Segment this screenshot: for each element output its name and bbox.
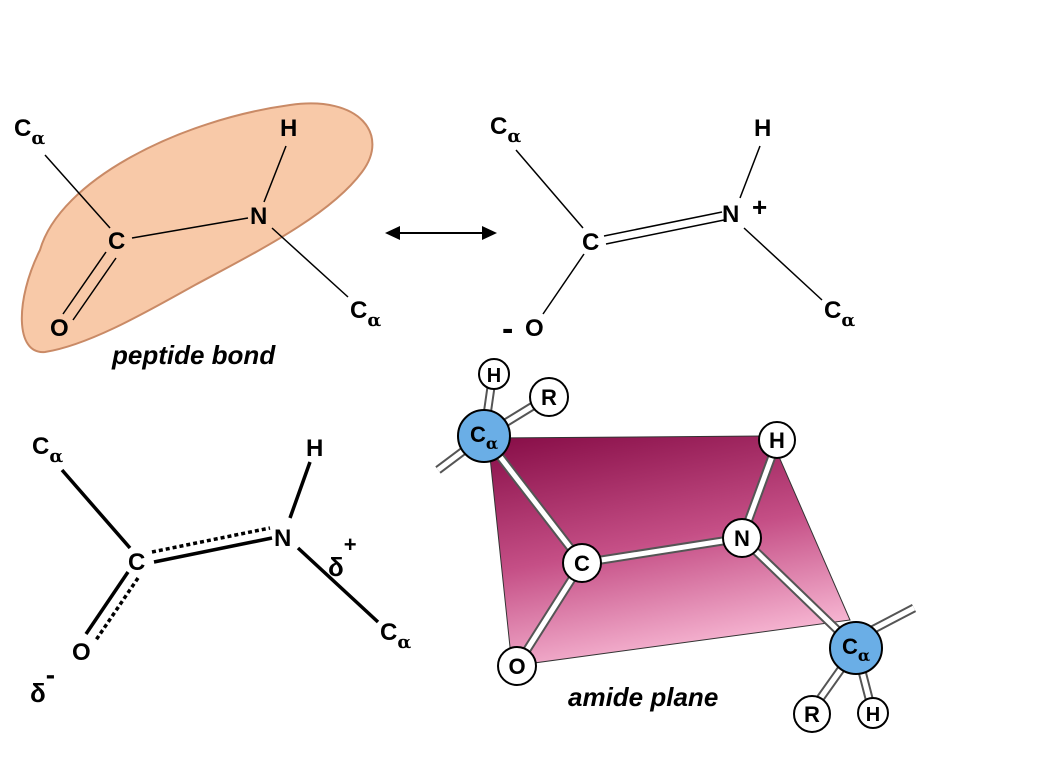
bond-c-o-dashed: [94, 577, 140, 641]
bond-n-h-2: [739, 145, 761, 199]
peptide-bond-region: [20, 102, 374, 354]
svg-text:H: H: [487, 365, 501, 387]
atom-calpha-right-3: Cα: [380, 619, 411, 653]
atom-o-3: O: [72, 639, 91, 666]
peptide-bond-caption: peptide bond: [111, 340, 276, 370]
partial-charge-panel: Cα H C N δ+ O δ- Cα: [30, 433, 411, 708]
bond-calpha-c-2: [515, 149, 584, 229]
amide-plane-panel: H R Cα H N C O Cα: [435, 358, 917, 733]
atom-o-2: O: [525, 315, 544, 342]
svg-text:Cα: Cα: [842, 634, 870, 665]
ball-r-top: R: [529, 377, 569, 417]
atom-calpha-right-2: Cα: [824, 297, 855, 331]
svg-text:C: C: [574, 551, 590, 576]
ball-h-bottom: H: [857, 697, 889, 729]
bond-c-n-double-1: [603, 211, 723, 237]
ball-o: O: [497, 646, 537, 686]
atom-h-2: H: [754, 115, 771, 142]
atom-n-2: N: [722, 201, 739, 228]
atom-c: C: [108, 228, 125, 255]
svg-text:Cα: Cα: [470, 422, 498, 453]
atom-c-3: C: [128, 549, 145, 576]
bond-n-h-3: [288, 461, 312, 519]
svg-text:H: H: [866, 704, 880, 726]
bond-c-n-double-2: [605, 219, 725, 245]
bond-n-calpha-3: [296, 546, 380, 624]
ball-h-top: H: [478, 358, 510, 390]
ball-calpha-right: Cα: [829, 621, 883, 675]
bond-c-o-2: [72, 257, 117, 321]
amide-plane-caption: amide plane: [568, 682, 718, 712]
bond-calpha-c: [44, 154, 111, 229]
resonance-form-panel: Cα H C N + - O Cα: [490, 113, 855, 348]
chain-stub-right: [869, 604, 917, 634]
atom-calpha-right: Cα: [350, 297, 381, 331]
atom-calpha-left: Cα: [14, 115, 45, 149]
bond-c-o-solid: [84, 571, 130, 635]
ball-calpha-left: Cα: [457, 409, 511, 463]
resonance-arrow: [385, 226, 497, 240]
atom-calpha-left-2: Cα: [490, 113, 521, 147]
atom-n: N: [250, 203, 267, 230]
bond-c-o-single: [542, 253, 585, 315]
bond-calpha-c-3: [60, 468, 132, 550]
delta-minus: δ-: [30, 659, 55, 708]
bond-n-h: [263, 145, 287, 203]
ball-h-right: H: [758, 421, 796, 459]
bond-c-n-dashed: [151, 526, 271, 554]
bond-n-calpha-2: [743, 227, 823, 301]
delta-plus: δ+: [328, 532, 357, 582]
ball-c: C: [562, 543, 602, 583]
atom-h-3: H: [306, 435, 323, 462]
bond-c-n: [131, 217, 249, 239]
ball-n: N: [722, 518, 762, 558]
svg-text:R: R: [804, 702, 820, 727]
bond-n-calpha: [271, 227, 349, 298]
atom-o: O: [50, 315, 69, 342]
svg-text:H: H: [769, 428, 785, 453]
atom-n-3: N: [274, 525, 291, 552]
atom-c-2: C: [582, 229, 599, 256]
charge-minus: -: [502, 310, 513, 348]
bond-c-n-solid: [153, 536, 273, 564]
peptide-bond-panel: Cα H C N O Cα peptide bond: [14, 102, 381, 370]
svg-text:N: N: [734, 526, 750, 551]
bond-c-o-1: [62, 251, 107, 315]
atom-calpha-left-3: Cα: [32, 433, 63, 467]
charge-plus: +: [752, 192, 767, 222]
svg-text:O: O: [508, 654, 525, 679]
ball-r-bottom: R: [793, 695, 831, 733]
svg-text:R: R: [541, 385, 557, 410]
atom-h: H: [280, 115, 297, 142]
